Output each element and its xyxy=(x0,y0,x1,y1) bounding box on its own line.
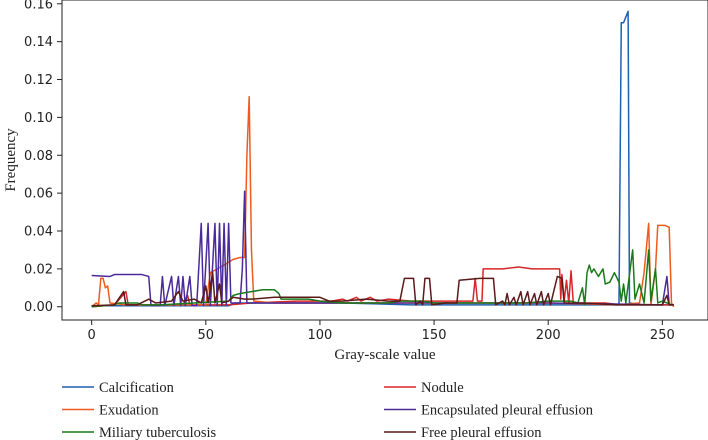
legend-label-encapsulated-pleural-effusion: Encapsulated pleural effusion xyxy=(421,403,594,419)
y-tick-label: 0.02 xyxy=(24,262,53,277)
x-tick-label: 50 xyxy=(198,328,215,343)
y-axis: 0.00 0.02 0.04 0.06 0.08 0.10 0.12 0.14 0.16 xyxy=(24,0,62,315)
x-tick-label: 0 xyxy=(88,328,96,343)
series-line-encapsulated-pleural-effusion xyxy=(91,190,674,307)
y-tick-label: 0.14 xyxy=(24,35,53,50)
legend: Calcification Exudation Miliary tuberculos… xyxy=(62,380,594,440)
y-tick-label: 0.00 xyxy=(24,300,53,315)
y-tick-label: 0.06 xyxy=(24,187,53,202)
x-axis-label: Gray-scale value xyxy=(334,347,436,363)
y-axis-label: Frequency xyxy=(3,128,19,192)
x-tick-label: 250 xyxy=(650,328,675,343)
x-axis: 0 50 100 150 200 250 xyxy=(88,320,675,343)
series-line-free-pleural-effusion xyxy=(91,271,674,307)
y-tick-label: 0.16 xyxy=(24,0,53,12)
y-tick-label: 0.12 xyxy=(24,73,53,88)
legend-label-free-pleural-effusion: Free pleural effusion xyxy=(421,425,542,440)
x-tick-label: 200 xyxy=(536,328,561,343)
plot-area xyxy=(91,10,675,308)
x-tick-label: 150 xyxy=(422,328,447,343)
series-line-calcification xyxy=(91,10,674,307)
legend-label-calcification: Calcification xyxy=(99,380,175,396)
legend-label-miliary-tuberculosis: Miliary tuberculosis xyxy=(99,425,217,440)
y-tick-label: 0.10 xyxy=(24,111,53,126)
y-tick-label: 0.08 xyxy=(24,149,53,164)
legend-label-nodule: Nodule xyxy=(421,380,464,396)
plot-frame xyxy=(61,0,708,321)
x-tick-label: 100 xyxy=(308,328,333,343)
y-tick-label: 0.04 xyxy=(24,225,53,240)
legend-label-exudation: Exudation xyxy=(99,403,159,419)
